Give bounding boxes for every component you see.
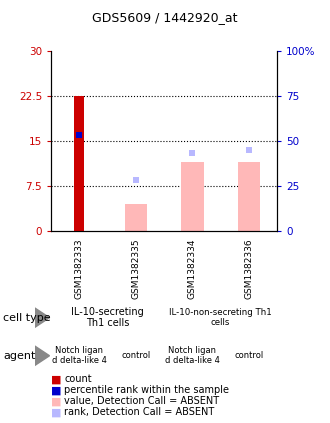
Bar [125,203,147,231]
Text: agent: agent [3,351,36,361]
Bar [238,162,260,231]
Text: Notch ligan
d delta-like 4: Notch ligan d delta-like 4 [165,346,220,365]
Text: cell type: cell type [3,313,51,323]
Bar [74,96,84,231]
Text: GSM1382336: GSM1382336 [245,239,253,299]
Text: GDS5609 / 1442920_at: GDS5609 / 1442920_at [92,11,238,24]
Text: ■: ■ [51,407,62,418]
Polygon shape [35,308,50,327]
Text: control: control [121,351,150,360]
Text: ■: ■ [51,385,62,396]
Text: ■: ■ [51,374,62,385]
Text: value, Detection Call = ABSENT: value, Detection Call = ABSENT [64,396,219,407]
Text: count: count [64,374,92,385]
Text: GSM1382335: GSM1382335 [131,239,141,299]
Text: control: control [234,351,264,360]
Text: GSM1382333: GSM1382333 [75,239,84,299]
Bar [181,162,204,231]
Polygon shape [35,346,50,365]
Text: IL-10-secreting
Th1 cells: IL-10-secreting Th1 cells [71,307,144,329]
Text: rank, Detection Call = ABSENT: rank, Detection Call = ABSENT [64,407,214,418]
Text: percentile rank within the sample: percentile rank within the sample [64,385,229,396]
Text: IL-10-non-secreting Th1
cells: IL-10-non-secreting Th1 cells [169,308,272,327]
Text: GSM1382334: GSM1382334 [188,239,197,299]
Text: ■: ■ [51,396,62,407]
Text: Notch ligan
d delta-like 4: Notch ligan d delta-like 4 [52,346,107,365]
